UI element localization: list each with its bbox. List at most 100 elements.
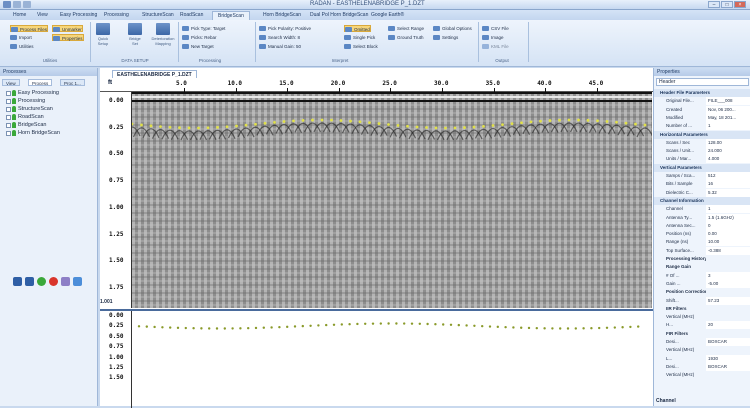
property-section[interactable]: Vertical Parameters xyxy=(654,163,750,172)
tree-item-easy-processing[interactable]: Easy Processing xyxy=(6,90,59,96)
property-value[interactable]: 128.00 xyxy=(706,138,750,147)
properties-button[interactable]: Properties xyxy=(52,34,84,41)
property-row[interactable]: H... 20 xyxy=(654,321,750,330)
rebar-pick-marker[interactable] xyxy=(586,118,590,122)
property-row[interactable]: Range Gain xyxy=(654,263,750,271)
rebar-pick-marker[interactable] xyxy=(529,120,533,124)
property-row[interactable]: Antenna Sec... 0 xyxy=(654,221,750,230)
maximize-icon[interactable]: □ xyxy=(721,1,733,8)
tree-item-bridgescan[interactable]: BridgeScan xyxy=(6,122,46,128)
property-value[interactable]: FILE___008 xyxy=(706,97,750,106)
tree-item-processing[interactable]: Processing xyxy=(6,98,45,104)
property-value[interactable]: -0.388 xyxy=(706,246,750,255)
rebar-pick-marker[interactable] xyxy=(539,119,542,123)
rebar-pick-marker[interactable] xyxy=(406,124,409,128)
property-value[interactable]: 1 xyxy=(706,205,750,214)
import-button[interactable]: Import xyxy=(10,34,32,41)
property-row[interactable]: IIR Filters xyxy=(654,305,750,313)
rebar-pick-marker[interactable] xyxy=(301,118,305,122)
tree-item-roadscan[interactable]: RoadScan xyxy=(6,114,44,120)
rebar-pick-marker[interactable] xyxy=(605,120,609,123)
property-row[interactable]: Modified May, 18 201... xyxy=(654,113,750,122)
nav-back-icon[interactable] xyxy=(13,277,22,286)
property-row[interactable]: Vertical (MHz) xyxy=(654,313,750,321)
property-row[interactable]: Original File... FILE___008 xyxy=(654,97,750,106)
property-value[interactable]: 10.00 xyxy=(706,238,750,247)
rebar-pick-marker[interactable] xyxy=(377,122,381,125)
tab-structurescan[interactable]: StructureScan xyxy=(142,12,174,18)
picks-dropdown[interactable]: Picks: Rebar xyxy=(182,34,217,41)
property-row[interactable]: Channel 1 xyxy=(654,205,750,214)
new-target-button[interactable]: New Target xyxy=(182,43,214,50)
rebar-pick-marker[interactable] xyxy=(235,124,238,128)
tab-processing[interactable]: Processing xyxy=(104,12,129,18)
ground-truth-button[interactable]: Ground Truth xyxy=(388,34,424,41)
property-row[interactable]: Number of ... 1 xyxy=(654,122,750,131)
omitted-button[interactable]: Omitted xyxy=(344,25,371,32)
property-row[interactable]: Samps / Sca... 512 xyxy=(654,172,750,180)
rebar-pick-marker[interactable] xyxy=(396,124,400,127)
tab-bridgescan[interactable]: BridgeScan xyxy=(212,11,250,20)
tab-view[interactable]: View xyxy=(2,79,20,86)
list-icon[interactable] xyxy=(73,277,82,286)
rebar-pick-marker[interactable] xyxy=(206,126,210,130)
rebar-pick-marker[interactable] xyxy=(577,118,580,122)
utilities-button[interactable]: Utilities xyxy=(10,43,34,50)
property-value[interactable]: 3 xyxy=(706,271,750,280)
pick-type-dropdown[interactable]: Pick Type: Target xyxy=(182,25,225,32)
properties-dropdown[interactable]: Header xyxy=(656,78,749,86)
quick-setup-button[interactable]: Quick Setup xyxy=(94,23,112,46)
property-value[interactable]: 1.5 (1.6GHz) xyxy=(706,213,750,222)
property-row[interactable]: FIR Filters xyxy=(654,330,750,338)
property-section[interactable]: Header File Parameters xyxy=(654,89,750,98)
rebar-pick-marker[interactable] xyxy=(634,122,637,126)
property-value[interactable]: May, 18 201... xyxy=(706,113,750,122)
property-value[interactable]: BOXCAR xyxy=(706,362,750,371)
edit-icon[interactable] xyxy=(61,277,70,286)
property-row[interactable]: Dielectric C... 5.32 xyxy=(654,188,750,197)
tab-google-earth[interactable]: Google Earth® xyxy=(371,12,405,18)
kml-file-button[interactable]: KML File xyxy=(482,43,509,50)
property-row[interactable]: Vertical (MHz) xyxy=(654,346,750,354)
run-icon[interactable] xyxy=(37,277,46,286)
save-icon[interactable] xyxy=(13,1,21,8)
tree-item-horn-bridgescan[interactable]: Horn BridgeScan xyxy=(6,130,60,136)
global-options-button[interactable]: Global Options xyxy=(433,25,472,32)
rebar-pick-marker[interactable] xyxy=(387,123,390,126)
process-files-button[interactable]: Process Files xyxy=(10,25,49,32)
rebar-pick-marker[interactable] xyxy=(491,124,495,127)
property-row[interactable]: Vertical (MHz) xyxy=(654,371,750,379)
rebar-pick-marker[interactable] xyxy=(140,123,143,127)
property-section[interactable]: Channel Information xyxy=(654,196,750,206)
radargram[interactable] xyxy=(132,92,652,308)
rebar-pick-marker[interactable] xyxy=(415,125,419,129)
property-row[interactable]: Units / Mar... 4.000 xyxy=(654,155,750,164)
property-row[interactable]: # Of ... 3 xyxy=(654,271,750,280)
rebar-pick-marker[interactable] xyxy=(187,126,191,130)
deterioration-mapping-button[interactable]: Deterioration Mapping xyxy=(150,23,176,46)
property-section[interactable]: Horizontal Parameters xyxy=(654,130,750,139)
property-row[interactable]: Processing History xyxy=(654,255,750,263)
tab-horn-bridgescan[interactable]: Horn BridgeScan xyxy=(263,12,302,18)
pick-profile-pane[interactable]: 0.00 0.25 0.50 0.75 1.00 1.25 1.50 xyxy=(100,309,653,408)
tab-home[interactable]: Home xyxy=(13,12,27,18)
rebar-pick-marker[interactable] xyxy=(567,118,571,122)
rebar-pick-marker[interactable] xyxy=(558,118,561,122)
select-block-button[interactable]: Select Block xyxy=(344,43,378,50)
property-row[interactable]: Created Nov, 06 200... xyxy=(654,105,750,114)
close-icon[interactable]: × xyxy=(734,1,746,8)
rebar-pick-marker[interactable] xyxy=(453,126,457,130)
pick-polarity-dropdown[interactable]: Pick Polarity: Positive xyxy=(259,25,311,32)
rebar-pick-marker[interactable] xyxy=(225,125,229,129)
property-row[interactable]: Desi... BOXCAR xyxy=(654,362,750,371)
property-row[interactable]: Bits / Sample 16 xyxy=(654,180,750,189)
rebar-pick-marker[interactable] xyxy=(596,119,599,123)
rebar-pick-marker[interactable] xyxy=(615,120,618,124)
property-row[interactable]: Scans / Unit... 24.000 xyxy=(654,147,750,156)
property-row[interactable]: Position (ns) 0.00 xyxy=(654,230,750,239)
rebar-pick-marker[interactable] xyxy=(263,121,267,125)
rebar-pick-marker[interactable] xyxy=(311,118,314,122)
minimize-icon[interactable]: – xyxy=(708,1,720,8)
rebar-pick-marker[interactable] xyxy=(510,122,514,126)
settings-dropdown[interactable]: Settings xyxy=(433,34,458,41)
